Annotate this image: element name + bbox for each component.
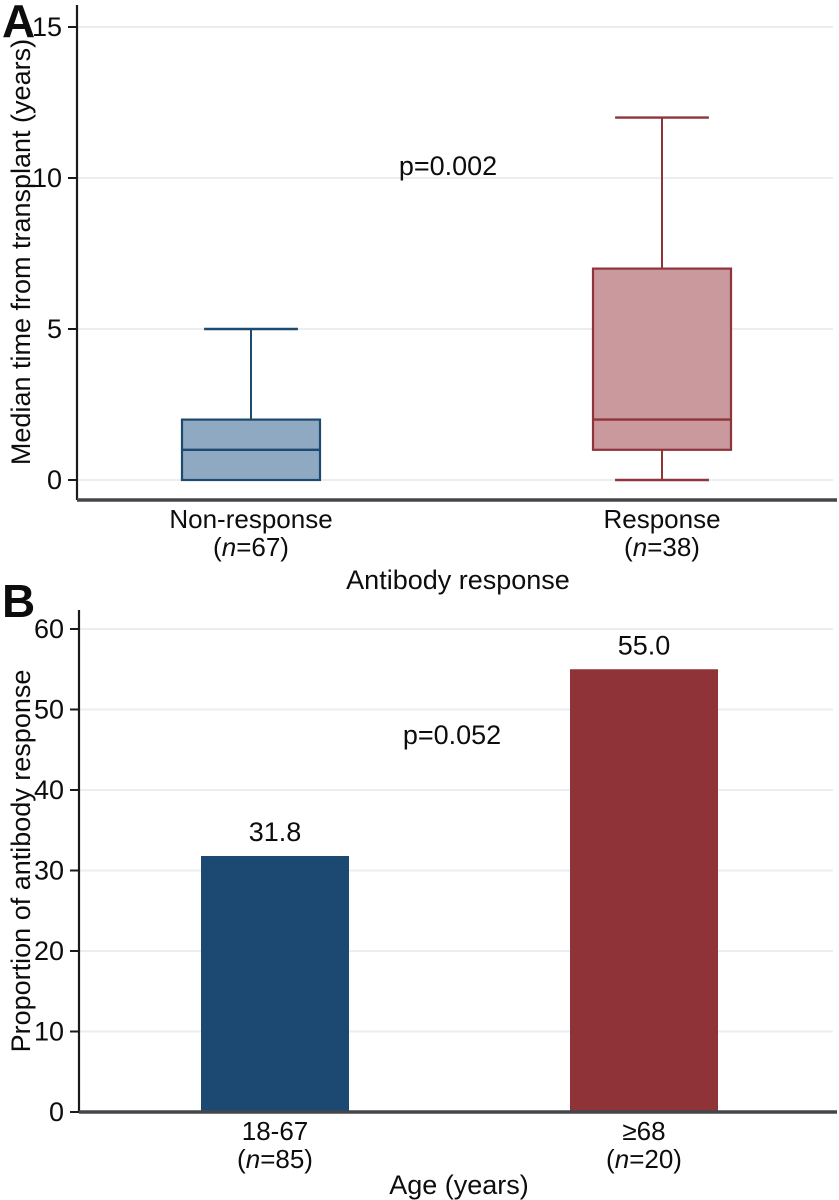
p-value-annotation: p=0.002	[399, 151, 497, 181]
y-axis-title: Median time from transplant (years)	[6, 39, 36, 465]
bar-≥68	[570, 669, 718, 1112]
x-category-sublabel: (n=38)	[624, 532, 700, 562]
bar-value-label: 31.8	[249, 817, 302, 847]
panel-letter-b: B	[2, 575, 35, 627]
y-tick-label: 5	[47, 314, 62, 344]
y-tick-label: 0	[47, 465, 62, 495]
y-tick-label: 40	[34, 775, 64, 805]
x-category-sublabel: (n=67)	[213, 532, 289, 562]
panel-letter-a: A	[2, 0, 35, 47]
panel-a-boxplot: 0 5 10 15 p=0.002 Non-response(n=67) Response(…	[2, 0, 837, 595]
y-tick-label: 15	[32, 12, 62, 42]
y-tick-label: 50	[34, 695, 64, 725]
x-category-label: ≥68	[622, 1116, 665, 1146]
panel-b-barchart: 0 10 20 30 40 50 60 31.8 55.0 p=0.052 18-67(n=85) ≥…	[2, 575, 837, 1200]
y-tick-label: 60	[34, 614, 64, 644]
box-response	[591, 267, 733, 451]
p-value-annotation: p=0.052	[403, 720, 501, 750]
x-category-label: Response	[603, 504, 720, 534]
x-category-sublabel: (n=20)	[606, 1144, 682, 1174]
y-tick-label: 30	[34, 856, 64, 886]
bar-18-67	[201, 856, 349, 1112]
x-category-label: Non-response	[169, 504, 332, 534]
x-category-sublabel: (n=85)	[237, 1144, 313, 1174]
y-tick-label: 20	[34, 936, 64, 966]
y-axis-title: Proportion of antibody response	[6, 670, 36, 1053]
x-axis-title: Antibody response	[346, 565, 570, 595]
y-tick-label: 10	[32, 163, 62, 193]
x-axis-title: Age (years)	[389, 1170, 529, 1200]
bar-value-label: 55.0	[618, 630, 671, 660]
x-category-label: 18-67	[242, 1116, 309, 1146]
y-tick-label: 10	[34, 1017, 64, 1047]
y-tick-label: 0	[49, 1097, 64, 1127]
